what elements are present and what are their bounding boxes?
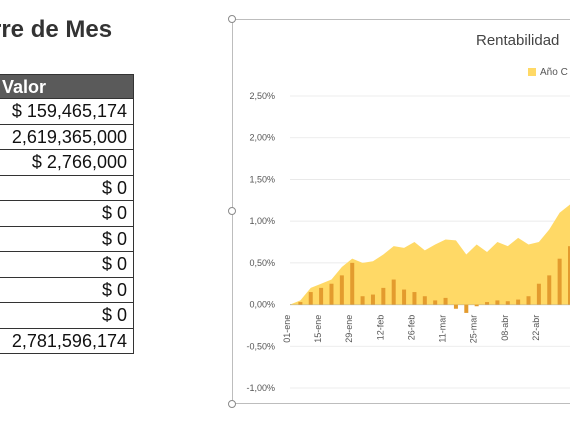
bar-mark bbox=[308, 292, 313, 305]
bar-mark bbox=[350, 262, 355, 305]
table-row[interactable]: $ 0 bbox=[0, 277, 134, 303]
bar-mark bbox=[453, 304, 458, 309]
table-row[interactable]: $ 0 bbox=[0, 201, 134, 227]
table-row[interactable]: $ 0 bbox=[0, 252, 134, 278]
table-cell: 2,619,365,000 bbox=[11, 126, 127, 147]
table-cell: $ 159,465,174 bbox=[11, 101, 127, 121]
y-tick-label: -0,50% bbox=[246, 341, 275, 351]
bar-mark bbox=[391, 279, 396, 305]
bar-mark bbox=[402, 289, 407, 305]
legend-label: Año C bbox=[540, 67, 568, 78]
bar-mark bbox=[474, 304, 479, 307]
x-tick-label: 08-abr bbox=[500, 315, 510, 341]
area-series bbox=[290, 204, 570, 305]
table-row[interactable]: 2,619,365,000 bbox=[0, 124, 134, 150]
bar-mark bbox=[370, 294, 375, 305]
bar-mark bbox=[433, 300, 438, 305]
table-cell: $ 0 bbox=[101, 228, 127, 249]
y-tick-label: -1,00% bbox=[246, 383, 275, 393]
bar-mark bbox=[443, 297, 448, 305]
chart-legend: Año C bbox=[528, 67, 568, 78]
sheet-title: rre de Mes bbox=[0, 16, 113, 43]
y-tick-label: 2,00% bbox=[249, 133, 275, 143]
bar-mark bbox=[495, 300, 500, 305]
resize-handle-top-left[interactable] bbox=[228, 15, 236, 23]
bar-mark bbox=[568, 246, 570, 305]
bar-mark bbox=[422, 296, 427, 305]
bar-mark bbox=[412, 292, 417, 305]
legend-swatch bbox=[528, 68, 536, 77]
table-cell: $ 0 bbox=[101, 305, 127, 325]
x-tick-label: 29-ene bbox=[344, 315, 354, 343]
bar-mark bbox=[557, 258, 562, 305]
table-row[interactable]: $ 0 bbox=[0, 303, 134, 329]
table-row[interactable]: 2,781,596,174 bbox=[0, 328, 134, 354]
bar-mark bbox=[329, 283, 334, 305]
table-row[interactable]: $ 2,766,000 bbox=[0, 150, 134, 176]
bar-mark bbox=[381, 287, 386, 305]
bar-mark bbox=[516, 299, 521, 305]
chart-title: Rentabilidad bbox=[476, 32, 560, 49]
x-tick-label: 26-feb bbox=[406, 315, 416, 341]
x-tick-label: 25-mar bbox=[469, 315, 479, 344]
y-tick-label: 0,50% bbox=[249, 258, 275, 268]
table-cell: $ 0 bbox=[101, 203, 127, 223]
table-cell: 2,781,596,174 bbox=[11, 330, 127, 351]
y-tick-label: 1,50% bbox=[249, 174, 275, 184]
bar-mark bbox=[339, 275, 344, 305]
y-tick-label: 2,50% bbox=[249, 91, 275, 101]
x-tick-label: 12-feb bbox=[375, 315, 385, 341]
table-row[interactable]: $ 0 bbox=[0, 175, 134, 201]
bar-mark bbox=[526, 296, 531, 305]
resize-handle-bottom-left[interactable] bbox=[228, 400, 236, 408]
header-valor: Valor bbox=[2, 77, 47, 97]
table-cell: $ 0 bbox=[101, 279, 127, 300]
bar-mark bbox=[505, 301, 510, 305]
bar-mark bbox=[536, 283, 541, 305]
table-header[interactable]: Valor bbox=[0, 74, 134, 99]
bar-mark bbox=[547, 275, 552, 305]
table-row[interactable]: $ 0 bbox=[0, 226, 134, 252]
y-tick-label: 0,00% bbox=[249, 300, 275, 310]
x-tick-label: 01-ene bbox=[282, 315, 292, 343]
table-cell: $ 0 bbox=[101, 254, 127, 274]
x-tick-label: 15-ene bbox=[313, 315, 323, 343]
bar-mark bbox=[319, 287, 324, 305]
resize-handle-left[interactable] bbox=[228, 207, 236, 215]
bar-mark bbox=[298, 302, 303, 305]
bar-mark bbox=[464, 304, 469, 313]
values-table: Valor $ 159,465,174 2,619,365,000 $ 2,76… bbox=[0, 74, 134, 354]
table-cell: $ 0 bbox=[101, 177, 127, 198]
table-row[interactable]: $ 159,465,174 bbox=[0, 99, 134, 125]
x-tick-label: 11-mar bbox=[438, 315, 448, 343]
x-tick-label: 22-abr bbox=[531, 315, 541, 341]
bar-mark bbox=[485, 302, 490, 305]
table-cell: $ 2,766,000 bbox=[31, 152, 127, 172]
y-tick-label: 1,00% bbox=[249, 216, 275, 226]
bar-mark bbox=[360, 296, 365, 305]
